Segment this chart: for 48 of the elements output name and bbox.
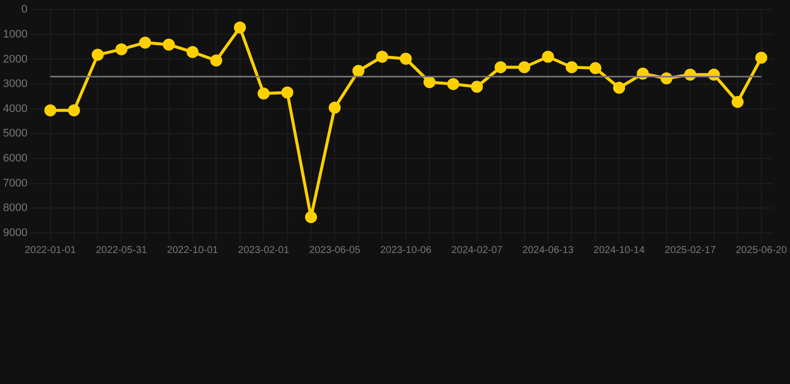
y-tick-label: 7000 [2, 177, 28, 190]
y-tick-label: 4000 [2, 102, 28, 115]
point [139, 36, 152, 49]
point [44, 104, 56, 116]
point [281, 86, 294, 99]
point [352, 64, 364, 77]
x-tick-label: 2022-05-31 [96, 244, 148, 256]
point [162, 38, 175, 51]
x-tick-label: 2025-06-20 [736, 244, 788, 256]
x-tick-label: 2024-10-14 [594, 244, 646, 256]
y-tick-label: 0 [21, 4, 28, 16]
y-tick-label: 1000 [2, 28, 28, 40]
point [305, 211, 318, 224]
x-tick-label: 2023-06-05 [309, 244, 361, 256]
point [186, 46, 199, 58]
x-tick-label: 2022-10-01 [166, 244, 219, 256]
point [400, 52, 412, 65]
point [210, 54, 222, 66]
x-tick-label: 2023-02-01 [238, 244, 290, 256]
point [115, 43, 128, 56]
y-tick-label: 5000 [2, 128, 28, 140]
x-tick-label: 2022-01-01 [24, 244, 76, 256]
point [589, 62, 602, 74]
point [258, 88, 270, 100]
point [234, 21, 246, 34]
point [92, 48, 104, 61]
point [613, 82, 626, 94]
y-tick-label: 8000 [2, 202, 28, 214]
point [566, 61, 578, 74]
x-tick-label: 2024-06-13 [522, 244, 574, 256]
y-tick-label: 9000 [2, 227, 28, 240]
point [494, 61, 507, 74]
point [328, 102, 341, 114]
y-tick-label: 6000 [2, 152, 28, 165]
point [518, 61, 530, 74]
x-tick-label: 2024-02-07 [451, 244, 503, 256]
point [376, 50, 388, 63]
point [542, 50, 554, 63]
point [447, 78, 460, 90]
point [424, 76, 436, 88]
x-tick-label: 2025-02-17 [664, 244, 716, 256]
point [68, 104, 80, 116]
point [732, 96, 744, 108]
y-tick-label: 3000 [2, 78, 28, 90]
point [755, 52, 768, 64]
point [470, 80, 483, 93]
x-tick-label: 2023-10-06 [380, 244, 432, 256]
y-tick-label: 2000 [2, 53, 28, 66]
